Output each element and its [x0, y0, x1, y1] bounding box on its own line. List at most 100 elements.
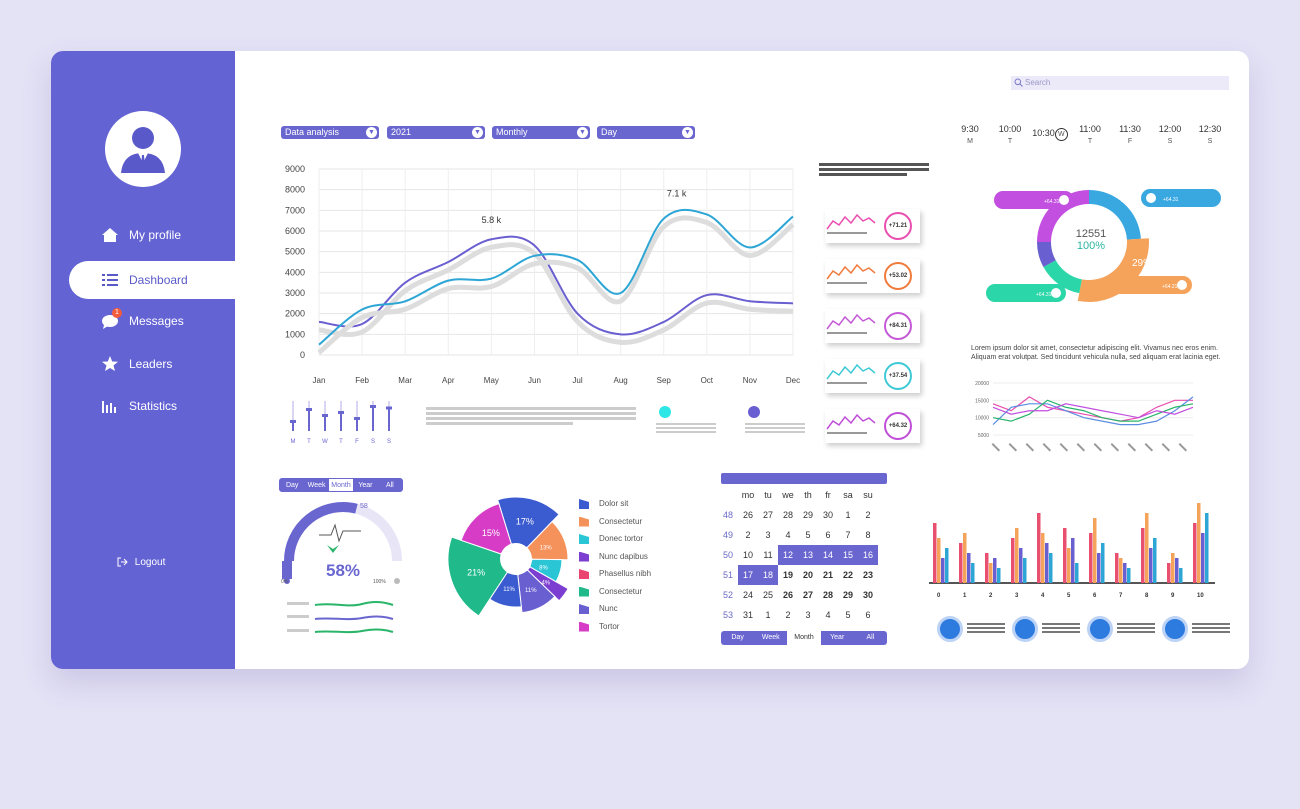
legend-label: Nunc	[599, 604, 618, 613]
sidebar-item-leaders[interactable]: Leaders	[51, 345, 235, 383]
cal-day[interactable]: 28	[822, 590, 833, 600]
cal-day[interactable]: 29	[842, 590, 853, 600]
mini-stat-card[interactable]: +37.54	[825, 359, 920, 393]
cal-day[interactable]: 29	[802, 510, 813, 520]
cal-day[interactable]: 1	[845, 510, 851, 520]
cal-day[interactable]: 4	[785, 530, 791, 540]
cal-day[interactable]: 14	[818, 545, 838, 565]
tab-month[interactable]: Month	[331, 482, 351, 489]
time-slot[interactable]: 12:00 S	[1150, 124, 1190, 145]
cal-tab-year[interactable]: Year	[820, 631, 854, 645]
filter-label: Monthly	[496, 127, 528, 137]
filter-year[interactable]: 2021 ▼	[387, 126, 485, 139]
cal-day[interactable]: 24	[742, 590, 753, 600]
sidebar-item-messages[interactable]: 1 Messages	[51, 302, 235, 340]
cal-day[interactable]: 7	[845, 530, 851, 540]
cal-day[interactable]: 4	[825, 610, 831, 620]
search-input[interactable]: Search	[1011, 76, 1229, 90]
cal-tab-day[interactable]: Day	[721, 631, 755, 645]
time-slot[interactable]: 11:30 F	[1110, 124, 1150, 145]
cal-day[interactable]: 31	[742, 610, 753, 620]
cal-day[interactable]: 21	[822, 570, 833, 580]
x-tick-label: Jun	[528, 376, 541, 385]
cal-day[interactable]: 23	[862, 570, 873, 580]
cal-weekday: mo	[741, 490, 755, 500]
action-circle-button[interactable]	[1087, 616, 1113, 642]
cal-day[interactable]: 2	[745, 530, 751, 540]
cal-day[interactable]: 12	[778, 545, 798, 565]
cal-day[interactable]: 28	[782, 510, 793, 520]
cal-day[interactable]: 30	[822, 510, 833, 520]
tab-day[interactable]: Day	[280, 479, 305, 491]
time-slot[interactable]: 10:30 W	[1030, 124, 1070, 141]
time-slot[interactable]: 10:00 T	[990, 124, 1030, 145]
bar	[1149, 548, 1153, 583]
bar	[1067, 548, 1071, 583]
logout-button[interactable]: Logout	[117, 557, 165, 568]
sidebar-item-statistics[interactable]: Statistics	[51, 387, 235, 425]
tab-year[interactable]: Year	[353, 479, 378, 491]
filter-data-analysis[interactable]: Data analysis ▼	[281, 126, 379, 139]
action-circle-button[interactable]	[937, 616, 963, 642]
cal-day[interactable]: 18	[758, 565, 778, 585]
cal-day[interactable]: 22	[842, 570, 853, 580]
donut-label: 8%	[1084, 269, 1093, 275]
mini-stat-card[interactable]: +84.31	[825, 309, 920, 343]
time-slot[interactable]: 11:00 T	[1070, 124, 1110, 145]
time-slot[interactable]: 9:30 M	[950, 124, 990, 145]
action-circle-button[interactable]	[1012, 616, 1038, 642]
cal-day[interactable]: 30	[862, 590, 873, 600]
cal-day[interactable]: 10	[742, 550, 753, 560]
cal-day[interactable]: 27	[762, 510, 773, 520]
cal-day[interactable]: 16	[858, 545, 878, 565]
time-slot[interactable]: 12:30 S	[1190, 124, 1230, 145]
sparkline	[826, 213, 876, 234]
sidebar-item-profile[interactable]: My profile	[51, 216, 235, 254]
mini-stat-card[interactable]: +71.21	[825, 209, 920, 243]
cal-tab-month[interactable]: Month	[787, 631, 821, 645]
gauge-dot	[394, 578, 400, 584]
bar	[1167, 563, 1171, 583]
slider-label: W	[322, 439, 328, 445]
sidebar-item-dashboard[interactable]: Dashboard	[69, 261, 235, 299]
cal-day[interactable]: 17	[738, 565, 758, 585]
cal-day[interactable]: 26	[782, 590, 793, 600]
cal-day[interactable]: 19	[782, 570, 793, 580]
calendar-header-bar	[721, 473, 887, 484]
bar	[1171, 553, 1175, 583]
multi-line-chart: 20000 15000 10000 5000	[975, 381, 1194, 452]
cal-day[interactable]: 5	[805, 530, 811, 540]
y-tick-label: 2000	[285, 309, 305, 319]
filter-period[interactable]: Monthly ▼	[492, 126, 590, 139]
cal-day[interactable]: 25	[762, 590, 773, 600]
avatar[interactable]	[105, 111, 181, 187]
text-block	[656, 421, 716, 435]
tab-all[interactable]: All	[377, 479, 403, 491]
cal-day[interactable]: 1	[765, 610, 771, 620]
mini-stat-card[interactable]: +53.02	[825, 259, 920, 293]
mini-header-text	[819, 161, 929, 178]
cal-day[interactable]: 8	[865, 530, 871, 540]
cal-day[interactable]: 11	[763, 550, 773, 560]
cal-day[interactable]: 27	[802, 590, 813, 600]
pie-slice	[497, 496, 560, 549]
filter-day[interactable]: Day ▼	[597, 126, 695, 139]
cal-tab-week[interactable]: Week	[754, 631, 788, 645]
action-circle-button[interactable]	[1162, 616, 1188, 642]
cal-day[interactable]: 15	[838, 545, 858, 565]
cal-day[interactable]: 6	[865, 610, 871, 620]
cal-day[interactable]: 3	[805, 610, 811, 620]
cal-day[interactable]: 13	[798, 545, 818, 565]
cal-day[interactable]: 5	[845, 610, 851, 620]
tab-week[interactable]: Week	[304, 479, 329, 491]
cal-day[interactable]: 2	[785, 610, 791, 620]
cal-day[interactable]: 26	[742, 510, 753, 520]
cal-day[interactable]: 3	[765, 530, 771, 540]
mini-stat-card[interactable]: +64.32	[825, 409, 920, 443]
cal-day[interactable]: 2	[865, 510, 871, 520]
cal-day[interactable]: 6	[825, 530, 831, 540]
cal-tab-all[interactable]: All	[853, 631, 887, 645]
cal-day[interactable]: 20	[802, 570, 813, 580]
y-tick-label: 5000	[978, 433, 989, 439]
